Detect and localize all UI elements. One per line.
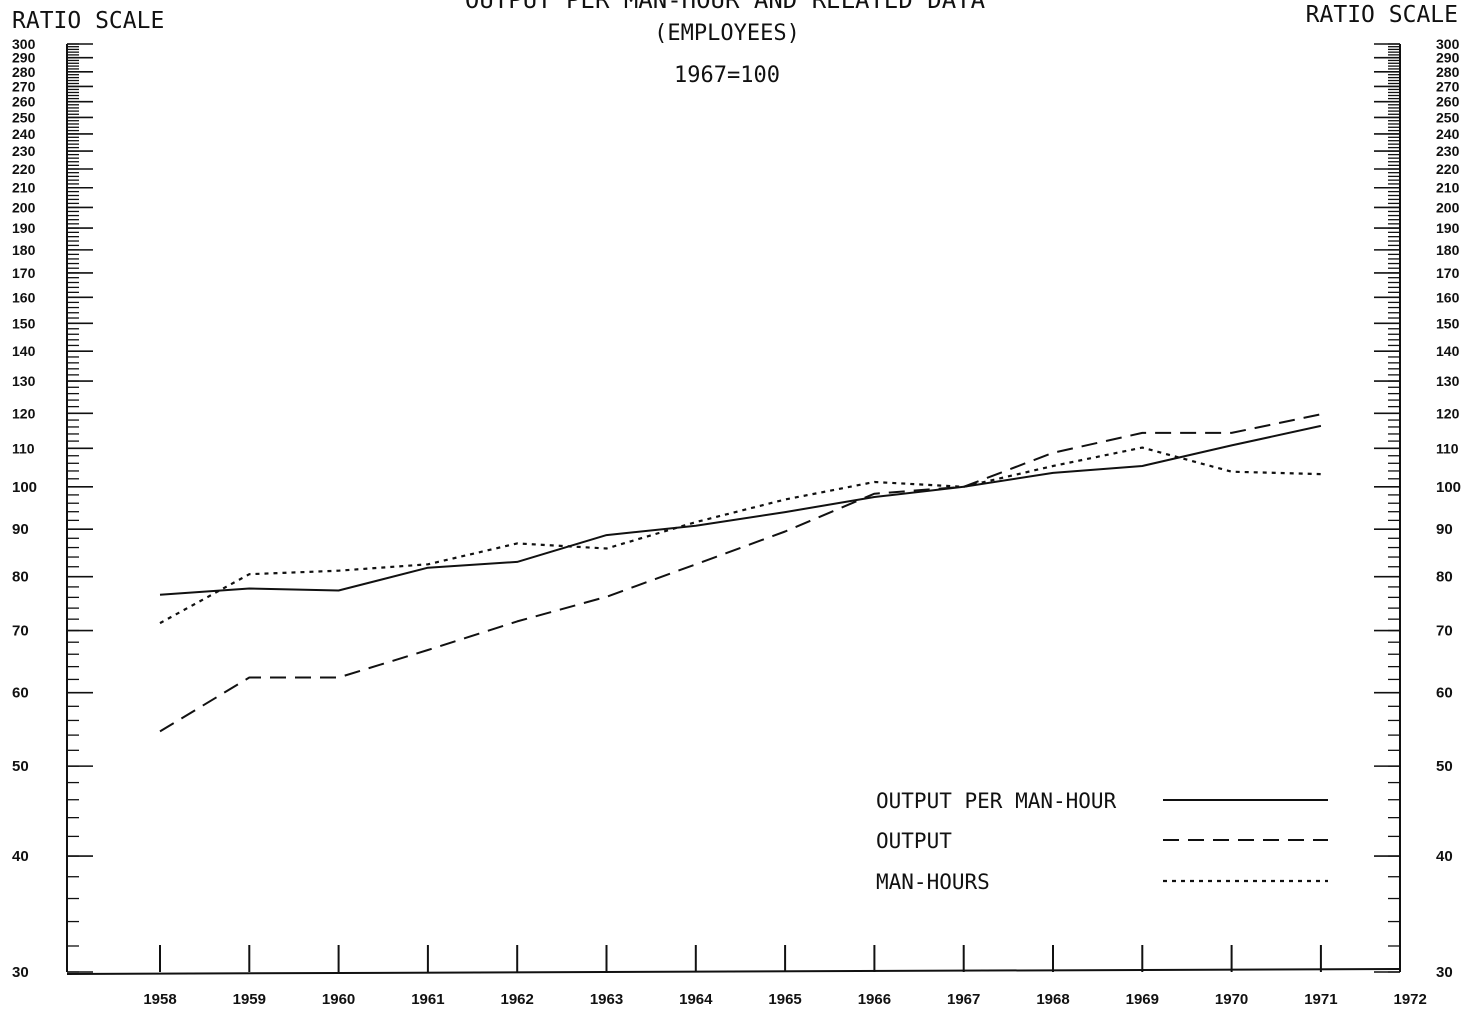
- left-y-tick-label: 60: [12, 685, 29, 702]
- left-y-tick-label: 180: [12, 242, 36, 258]
- left-y-tick-label: 160: [12, 289, 36, 305]
- left-y-tick-label: 90: [12, 521, 29, 538]
- x-tick-label: 1964: [679, 991, 713, 1008]
- right-scale-label: RATIO SCALE: [1306, 2, 1458, 28]
- x-tick-label: 1962: [501, 991, 534, 1008]
- left-y-tick-label: 80: [12, 569, 29, 586]
- series-line-output-per-man-hour: [159, 424, 1322, 596]
- left-y-tick-label: 120: [12, 405, 36, 421]
- x-tick-label: 1971: [1304, 991, 1337, 1008]
- legend-label: MAN-HOURS: [876, 870, 990, 894]
- right-y-tick-label: 260: [1436, 94, 1460, 110]
- right-y-tick-label: 80: [1436, 569, 1453, 586]
- left-scale-label: RATIO SCALE: [12, 8, 164, 34]
- right-y-tick-label: 100: [1436, 479, 1461, 496]
- right-y-tick-label: 300: [1436, 36, 1460, 52]
- right-y-tick-label: 30: [1436, 964, 1453, 981]
- left-y-tick-label: 260: [12, 94, 36, 110]
- left-y-tick-label: 70: [12, 623, 29, 640]
- series-line-man-hours: [159, 446, 1321, 625]
- left-y-tick-label: 240: [12, 126, 36, 142]
- x-tick-label: 1967: [947, 991, 980, 1008]
- right-y-tick-label: 150: [1436, 315, 1460, 331]
- right-y-tick-label: 220: [1436, 161, 1460, 177]
- right-y-tick-label: 120: [1436, 405, 1460, 421]
- left-y-tick-label: 300: [12, 36, 36, 52]
- right-y-tick-label: 290: [1436, 50, 1460, 66]
- x-axis-line: [66, 968, 1401, 975]
- right-y-tick-label: 70: [1436, 623, 1453, 640]
- left-y-tick-label: 30: [12, 964, 29, 981]
- left-y-tick-label: 130: [12, 373, 36, 389]
- left-y-tick-label: 170: [12, 265, 36, 281]
- left-y-tick-label: 100: [12, 479, 37, 496]
- left-y-tick-label: 190: [12, 220, 36, 236]
- right-y-tick-label: 280: [1436, 64, 1460, 80]
- right-y-tick-label: 90: [1436, 521, 1453, 538]
- left-y-tick-label: 110: [12, 440, 35, 456]
- right-y-tick-label: 60: [1436, 685, 1453, 702]
- right-y-tick-label: 140: [1436, 343, 1460, 359]
- chart-subtitle: (EMPLOYEES): [654, 21, 800, 46]
- right-y-tick-label: 210: [1436, 180, 1460, 196]
- x-tick-label: 1972: [1394, 991, 1427, 1008]
- right-y-tick-label: 270: [1436, 78, 1460, 94]
- right-y-tick-label: 160: [1436, 289, 1460, 305]
- x-tick-label: 1959: [233, 991, 266, 1008]
- right-y-tick-label: 200: [1436, 199, 1460, 215]
- index-base-note: 1967=100: [674, 63, 780, 88]
- x-tick-label: 1963: [590, 991, 623, 1008]
- x-tick-label: 1958: [143, 991, 176, 1008]
- right-y-tick-label: 110: [1436, 440, 1459, 456]
- legend-label: OUTPUT PER MAN-HOUR: [876, 789, 1117, 813]
- chart-title: OUTPUT PER MAN-HOUR AND RELATED DATA: [465, 0, 986, 14]
- left-y-tick-label: 270: [12, 78, 36, 94]
- left-y-tick-label: 50: [12, 758, 29, 775]
- right-y-tick-label: 190: [1436, 220, 1460, 236]
- right-y-tick-label: 180: [1436, 242, 1460, 258]
- left-y-tick-label: 280: [12, 64, 36, 80]
- right-y-tick-label: 230: [1436, 143, 1460, 159]
- right-y-tick-label: 40: [1436, 848, 1453, 865]
- right-y-tick-label: 170: [1436, 265, 1460, 281]
- x-tick-label: 1965: [768, 991, 801, 1008]
- left-y-tick-label: 250: [12, 109, 36, 125]
- x-tick-label: 1966: [858, 991, 891, 1008]
- left-y-tick-label: 220: [12, 161, 36, 177]
- left-y-tick-label: 140: [12, 343, 36, 359]
- right-y-tick-label: 240: [1436, 126, 1460, 142]
- left-y-tick-label: 290: [12, 50, 36, 66]
- right-y-tick-label: 50: [1436, 758, 1453, 775]
- x-tick-label: 1961: [411, 991, 444, 1008]
- left-y-tick-label: 200: [12, 199, 36, 215]
- series-line-output: [159, 413, 1322, 733]
- legend: OUTPUT PER MAN-HOUR OUTPUT MAN-HOURS: [876, 789, 1328, 894]
- x-tick-label: 1970: [1215, 991, 1248, 1008]
- legend-label: OUTPUT: [876, 829, 952, 853]
- left-y-tick-label: 150: [12, 315, 36, 331]
- x-tick-label: 1960: [322, 991, 355, 1008]
- x-tick-label: 1969: [1126, 991, 1159, 1008]
- left-y-tick-label: 230: [12, 143, 36, 159]
- left-y-tick-label: 210: [12, 180, 36, 196]
- right-y-tick-label: 250: [1436, 109, 1460, 125]
- x-tick-label: 1968: [1036, 991, 1069, 1008]
- left-y-tick-label: 40: [12, 848, 29, 865]
- right-y-tick-label: 130: [1436, 373, 1460, 389]
